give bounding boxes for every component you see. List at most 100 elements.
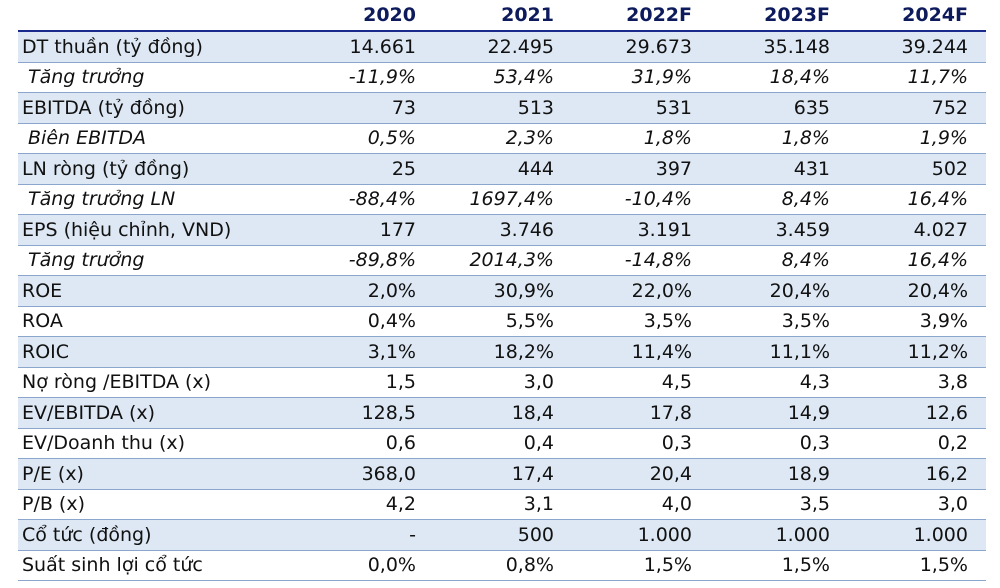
value-cell: 3.459	[710, 214, 848, 246]
row-label: ROE	[18, 275, 274, 307]
value-cell: 531	[572, 92, 710, 124]
value-cell: 0,2	[848, 428, 986, 459]
value-cell: 1,5%	[848, 550, 986, 581]
value-cell: 3,0	[434, 367, 572, 398]
value-cell: 29.673	[572, 31, 710, 63]
value-cell: 35.148	[710, 31, 848, 63]
value-cell: 3,0	[848, 489, 986, 520]
table-row: EPS (hiệu chỉnh, VND) 177 3.746 3.191 3.459 4…	[18, 214, 986, 246]
value-cell: 3,1	[434, 489, 572, 520]
value-cell: -	[274, 519, 434, 551]
table-row: EBITDA (tỷ đồng) 73 513 531 635 752	[18, 92, 986, 124]
value-cell: 14,9	[710, 397, 848, 429]
value-cell: 1,5%	[572, 550, 710, 581]
value-cell: 177	[274, 214, 434, 246]
value-cell: 53,4%	[434, 62, 572, 93]
value-cell: 1,5%	[710, 550, 848, 581]
table-row: ROA 0,4% 5,5% 3,5% 3,5% 3,9%	[18, 306, 986, 337]
value-cell: 5,5%	[434, 306, 572, 337]
table-row: Cổ tức (đồng) -500 1.000 1.000 1.000	[18, 519, 986, 551]
value-cell: 16,4%	[848, 184, 986, 215]
header-cell	[18, 0, 274, 32]
table-row: Tăng trưởng -11,9% 53,4% 31,9% 18,4% 11,7%	[18, 62, 986, 93]
row-label: EV/EBITDA (x)	[18, 397, 274, 429]
value-cell: 73	[274, 92, 434, 124]
value-cell: 1.000	[848, 519, 986, 551]
value-cell: 17,8	[572, 397, 710, 429]
table-row: DT thuần (tỷ đồng) 14.661 22.495 29.673 35.1…	[18, 31, 986, 63]
value-cell: 752	[848, 92, 986, 124]
value-cell: 431	[710, 153, 848, 185]
financial-summary-table: 2020 2021 2022F 2023F 2024F DT thuần (tỷ…	[18, 0, 986, 581]
row-label: Tăng trưởng	[18, 245, 274, 276]
row-label: P/E (x)	[18, 458, 274, 490]
row-label: Nợ ròng /EBITDA (x)	[18, 367, 274, 398]
value-cell: 1.000	[710, 519, 848, 551]
value-cell: 128,5	[274, 397, 434, 429]
value-cell: 502	[848, 153, 986, 185]
value-cell: 11,2%	[848, 336, 986, 368]
value-cell: 0,3	[572, 428, 710, 459]
value-cell: 3,5	[710, 489, 848, 520]
row-label: Tăng trưởng	[18, 62, 274, 93]
table-row: P/E (x) 368,0 17,4 20,4 18,9 16,2	[18, 458, 986, 490]
header-cell: 2023F	[710, 0, 848, 32]
value-cell: 20,4%	[710, 275, 848, 307]
value-cell: 4,3	[710, 367, 848, 398]
value-cell: 397	[572, 153, 710, 185]
table-row: ROE 2,0% 30,9% 22,0% 20,4% 20,4%	[18, 275, 986, 307]
value-cell: 635	[710, 92, 848, 124]
value-cell: 1697,4%	[434, 184, 572, 215]
header-cell: 2024F	[848, 0, 986, 32]
value-cell: 39.244	[848, 31, 986, 63]
row-label: EBITDA (tỷ đồng)	[18, 92, 274, 124]
value-cell: 2,3%	[434, 123, 572, 154]
value-cell: 18,4%	[710, 62, 848, 93]
value-cell: 0,4	[434, 428, 572, 459]
row-label: Tăng trưởng LN	[18, 184, 274, 215]
value-cell: 20,4%	[848, 275, 986, 307]
value-cell: -89,8%	[274, 245, 434, 276]
row-label: Suất sinh lợi cổ tức	[18, 550, 274, 581]
value-cell: 4,5	[572, 367, 710, 398]
value-cell: 11,4%	[572, 336, 710, 368]
value-cell: 8,4%	[710, 245, 848, 276]
value-cell: 0,8%	[434, 550, 572, 581]
row-label: EV/Doanh thu (x)	[18, 428, 274, 459]
value-cell: 16,2	[848, 458, 986, 490]
value-cell: 444	[434, 153, 572, 185]
table-row: EV/Doanh thu (x) 0,6 0,4 0,3 0,3 0,2	[18, 428, 986, 459]
row-label: P/B (x)	[18, 489, 274, 520]
header-cell: 2020	[274, 0, 434, 32]
value-cell: 3,9%	[848, 306, 986, 337]
value-cell: 14.661	[274, 31, 434, 63]
value-cell: 4,2	[274, 489, 434, 520]
table-row: ROIC 3,1% 18,2% 11,4% 11,1% 11,2%	[18, 336, 986, 368]
table-row: Suất sinh lợi cổ tức 0,0% 0,8% 1,5% 1,5% 1,5%	[18, 550, 986, 581]
value-cell: 368,0	[274, 458, 434, 490]
value-cell: 17,4	[434, 458, 572, 490]
row-label: Cổ tức (đồng)	[18, 519, 274, 551]
value-cell: 3.746	[434, 214, 572, 246]
value-cell: 4,0	[572, 489, 710, 520]
value-cell: 18,2%	[434, 336, 572, 368]
value-cell: 2,0%	[274, 275, 434, 307]
row-label: EPS (hiệu chỉnh, VND)	[18, 214, 274, 246]
value-cell: -88,4%	[274, 184, 434, 215]
value-cell: 3.191	[572, 214, 710, 246]
value-cell: 3,8	[848, 367, 986, 398]
row-label: ROIC	[18, 336, 274, 368]
table-row: EV/EBITDA (x) 128,5 18,4 17,8 14,9 12,6	[18, 397, 986, 429]
value-cell: 1,5	[274, 367, 434, 398]
table-row: Tăng trưởng LN -88,4% 1697,4% -10,4% 8,4% 16,…	[18, 184, 986, 215]
value-cell: 1,9%	[848, 123, 986, 154]
value-cell: 3,1%	[274, 336, 434, 368]
value-cell: 0,0%	[274, 550, 434, 581]
header-cell: 2021	[434, 0, 572, 32]
row-label: LN ròng (tỷ đồng)	[18, 153, 274, 185]
value-cell: 1,8%	[572, 123, 710, 154]
value-cell: 25	[274, 153, 434, 185]
value-cell: 11,7%	[848, 62, 986, 93]
value-cell: 20,4	[572, 458, 710, 490]
value-cell: 0,5%	[274, 123, 434, 154]
